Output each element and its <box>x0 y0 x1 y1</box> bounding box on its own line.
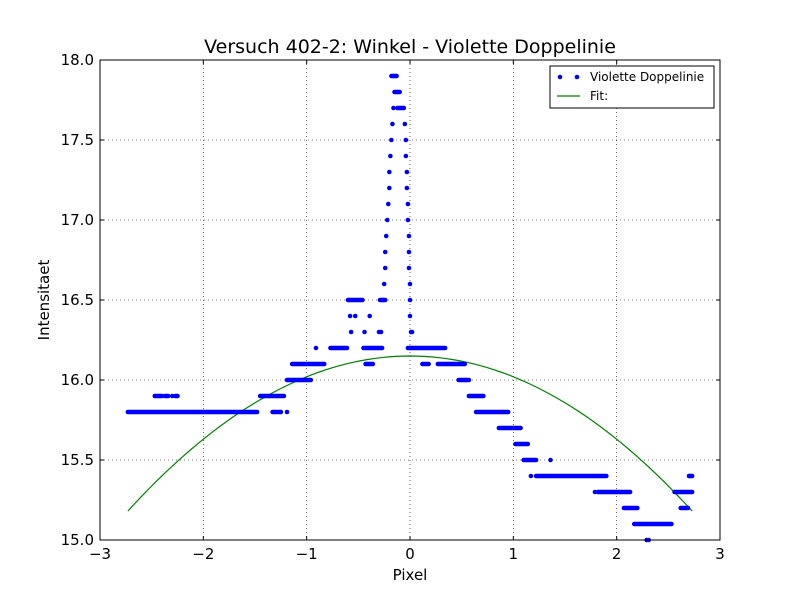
data-point <box>388 153 393 159</box>
fit-curve <box>127 355 693 512</box>
data-point <box>254 409 260 415</box>
data-point <box>379 345 385 351</box>
data-point <box>348 329 354 335</box>
data-point <box>344 345 350 351</box>
legend: Violette Doppelinie Fit: <box>549 65 715 109</box>
data-point <box>165 393 171 399</box>
data-point <box>466 377 472 383</box>
data-point <box>386 201 391 207</box>
data-point <box>278 409 284 415</box>
data-point <box>389 137 394 143</box>
data-point <box>281 393 287 399</box>
y-tick-label: 16.5 <box>61 291 94 309</box>
y-tick-label: 16.0 <box>61 371 94 389</box>
data-point <box>308 377 314 383</box>
data-point <box>462 361 468 367</box>
data-point <box>170 393 175 399</box>
legend-label-data: Violette Doppelinie <box>590 70 704 84</box>
x-tick-label: 3 <box>715 545 725 563</box>
data-point <box>391 105 396 111</box>
data-point <box>407 313 413 319</box>
data-point <box>403 137 409 143</box>
y-tick-label: 17.5 <box>61 131 94 149</box>
data-point <box>175 393 180 399</box>
data-point <box>407 297 413 303</box>
data-point <box>406 233 412 239</box>
data-point <box>525 441 531 447</box>
data-point <box>689 489 695 495</box>
data-point <box>383 233 389 239</box>
data-point <box>380 297 386 303</box>
data-point <box>404 185 410 191</box>
y-tick-label: 18.0 <box>61 51 94 69</box>
y-tick-label: 17.0 <box>61 211 94 229</box>
x-tick-label: −2 <box>192 545 214 563</box>
axis-ticks: −3 −2 −1 0 1 2 3 15.0 15.5 16.0 16.5 17.0 17.5 18.0 <box>61 51 725 563</box>
data-point <box>405 201 411 207</box>
data-point <box>409 329 415 335</box>
data-point <box>370 361 376 367</box>
data-point <box>442 345 448 351</box>
data-point <box>685 505 691 511</box>
chart-title: Versuch 402-2: Winkel - Violette Doppeli… <box>204 36 616 58</box>
data-point <box>604 473 609 479</box>
data-point <box>548 457 553 463</box>
x-tick-label: −1 <box>296 545 318 563</box>
y-tick-label: 15.0 <box>61 531 94 549</box>
data-points <box>125 73 695 543</box>
data-point <box>321 361 327 367</box>
data-point <box>352 313 358 319</box>
data-point <box>528 473 534 479</box>
data-point <box>402 121 408 127</box>
data-point <box>401 105 407 111</box>
data-point <box>426 361 431 367</box>
data-point <box>384 217 390 223</box>
legend-box <box>549 65 715 109</box>
data-point <box>669 521 674 527</box>
fit-line <box>127 355 693 512</box>
data-point <box>394 73 399 79</box>
data-point <box>387 185 392 191</box>
data-point <box>627 489 633 495</box>
data-point <box>284 409 290 415</box>
data-point <box>390 121 395 127</box>
data-point <box>381 281 387 287</box>
data-point <box>406 265 412 271</box>
data-point <box>505 409 511 415</box>
data-point <box>367 313 373 319</box>
data-point <box>689 473 695 479</box>
data-point <box>362 329 367 335</box>
data-point <box>518 425 523 431</box>
data-point <box>360 297 365 303</box>
data-point <box>635 505 640 511</box>
data-point <box>592 489 598 495</box>
data-point <box>313 345 319 351</box>
x-tick-label: 1 <box>509 545 519 563</box>
data-point <box>481 393 486 399</box>
data-point <box>382 265 388 271</box>
x-tick-label: −3 <box>89 545 111 563</box>
x-axis-label: Pixel <box>393 566 428 584</box>
data-point <box>387 169 392 175</box>
data-point <box>382 249 388 255</box>
x-tick-label: 2 <box>612 545 622 563</box>
data-point <box>347 313 353 319</box>
x-tick-label: 0 <box>405 545 415 563</box>
data-point <box>397 89 402 95</box>
data-point <box>378 329 384 335</box>
data-point <box>405 217 411 223</box>
legend-marker-data <box>574 74 580 80</box>
data-point <box>403 153 409 159</box>
legend-marker-data <box>557 74 563 80</box>
data-point <box>533 457 539 463</box>
legend-label-fit: Fit: <box>590 89 608 103</box>
data-point <box>406 249 412 255</box>
y-axis-label: Intensitaet <box>35 260 53 341</box>
data-point <box>407 281 413 287</box>
data-point <box>404 169 410 175</box>
y-tick-label: 15.5 <box>61 451 94 469</box>
